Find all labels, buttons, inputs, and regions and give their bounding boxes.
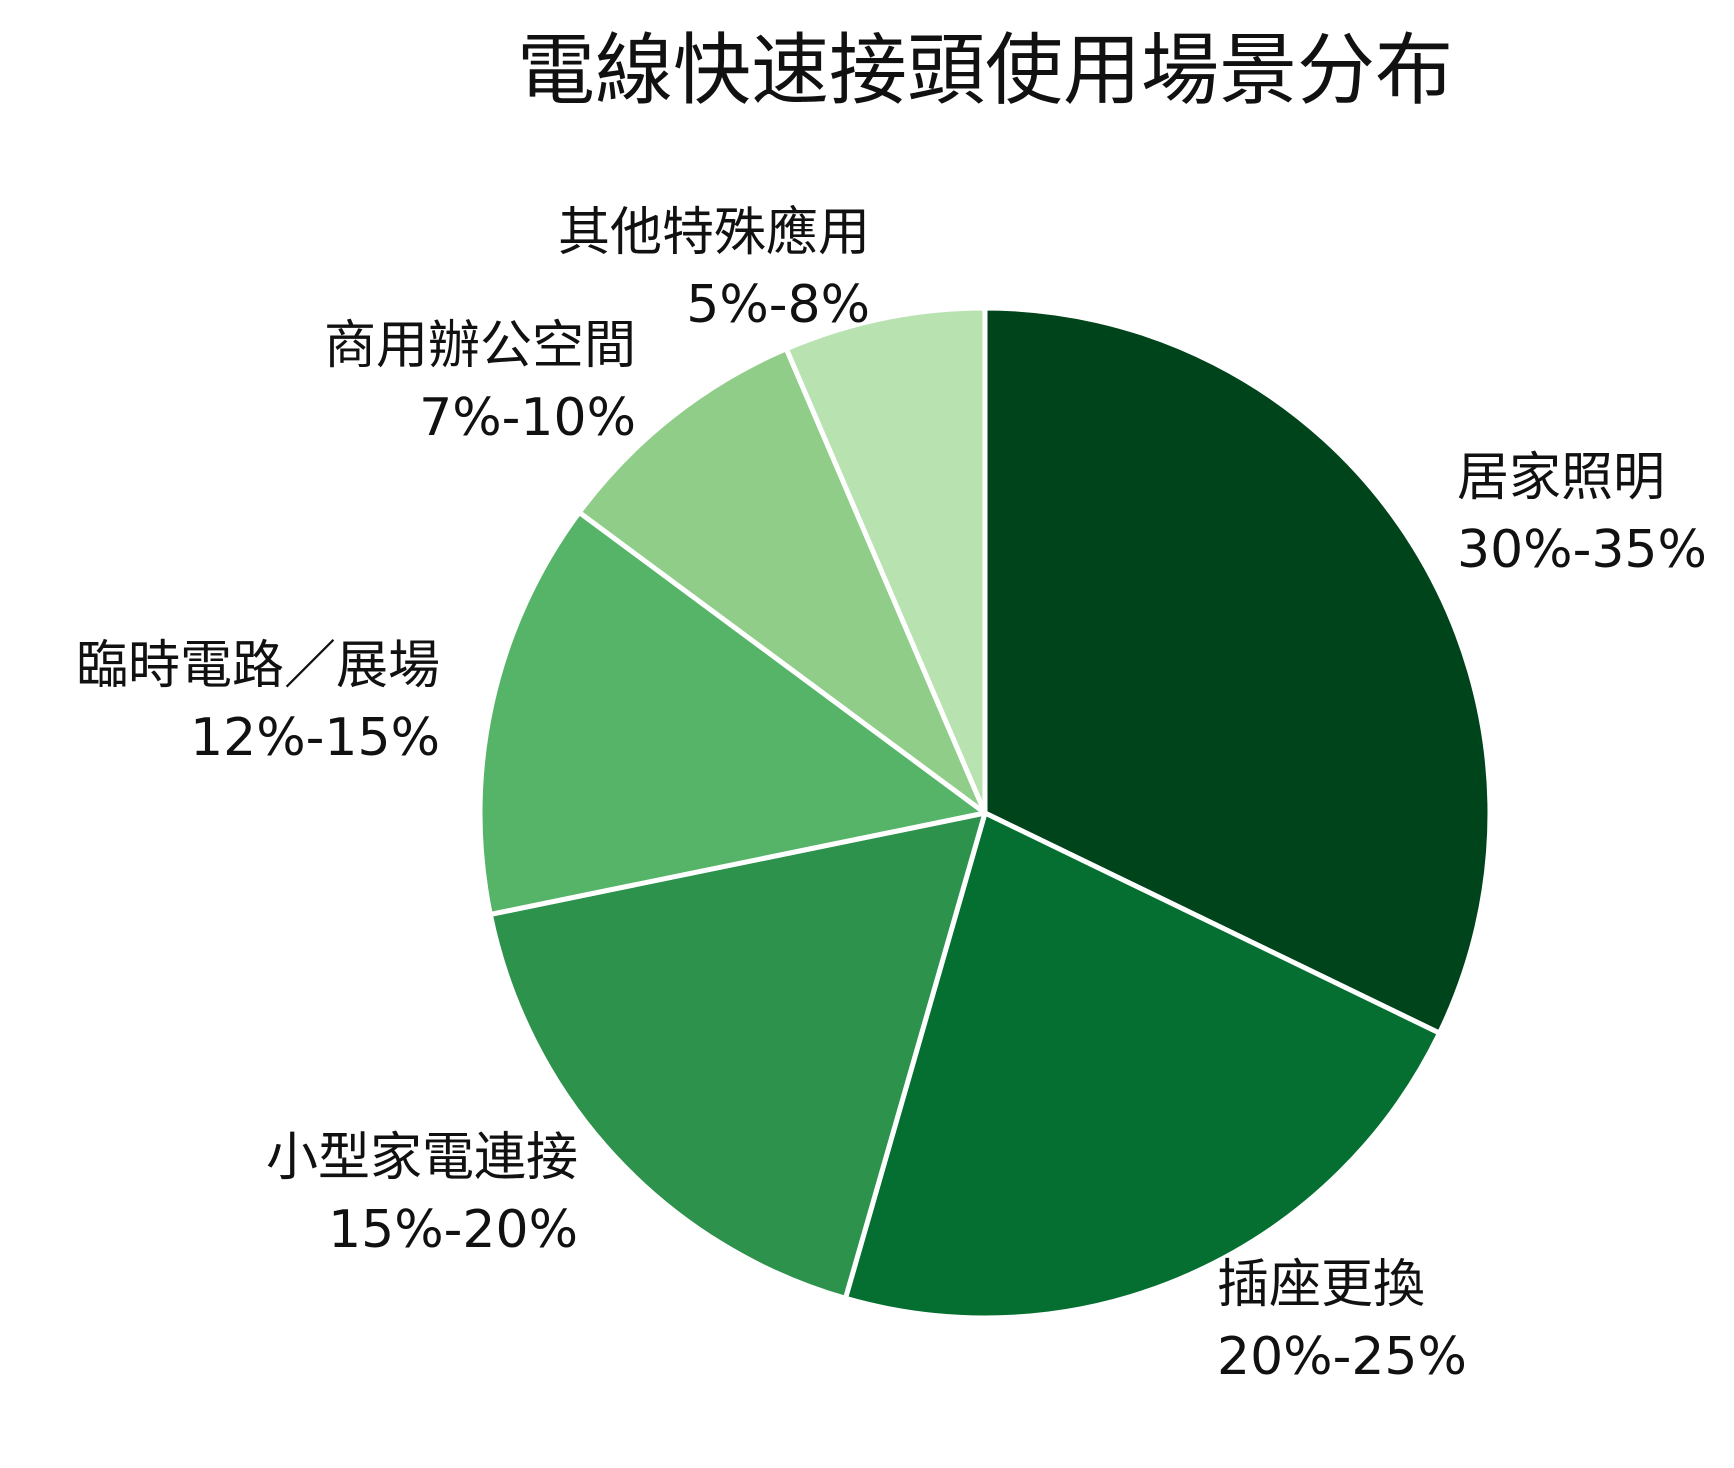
slice-label-range-1: 30%-35% (1457, 520, 1707, 580)
pie-slice-4 (477, 509, 988, 917)
pie-slice-1 (982, 305, 1493, 1036)
slice-label-name-1: 居家照明 (1457, 448, 1665, 508)
pie-slice-6 (783, 305, 988, 816)
pie-slice-5 (576, 346, 988, 816)
pie-slice-2 (842, 810, 1442, 1321)
slice-label-name-6: 其他特殊應用 (558, 203, 870, 263)
pie-labels: 居家照明 30%-35% 插座更換 20%-25% 小型家電連接 15%-20% 臨時電路／… (76, 203, 1707, 1387)
slice-label-range-6: 5%-8% (686, 275, 870, 335)
slice-label-name-3: 小型家電連接 (266, 1128, 578, 1188)
pie-slice-3 (487, 810, 988, 1301)
slice-label-range-3: 15%-20% (328, 1200, 578, 1260)
chart-title: 電線快速接頭使用場景分布 (517, 26, 1453, 116)
pie-slices (477, 305, 1493, 1321)
slice-label-name-4: 臨時電路／展場 (76, 636, 440, 696)
slice-label-range-2: 20%-25% (1217, 1327, 1467, 1387)
slice-label-name-2: 插座更換 (1217, 1255, 1425, 1315)
slice-label-range-5: 7%-10% (419, 388, 636, 448)
slice-label-name-5: 商用辦公空間 (324, 316, 636, 376)
slice-label-range-4: 12%-15% (190, 708, 440, 768)
